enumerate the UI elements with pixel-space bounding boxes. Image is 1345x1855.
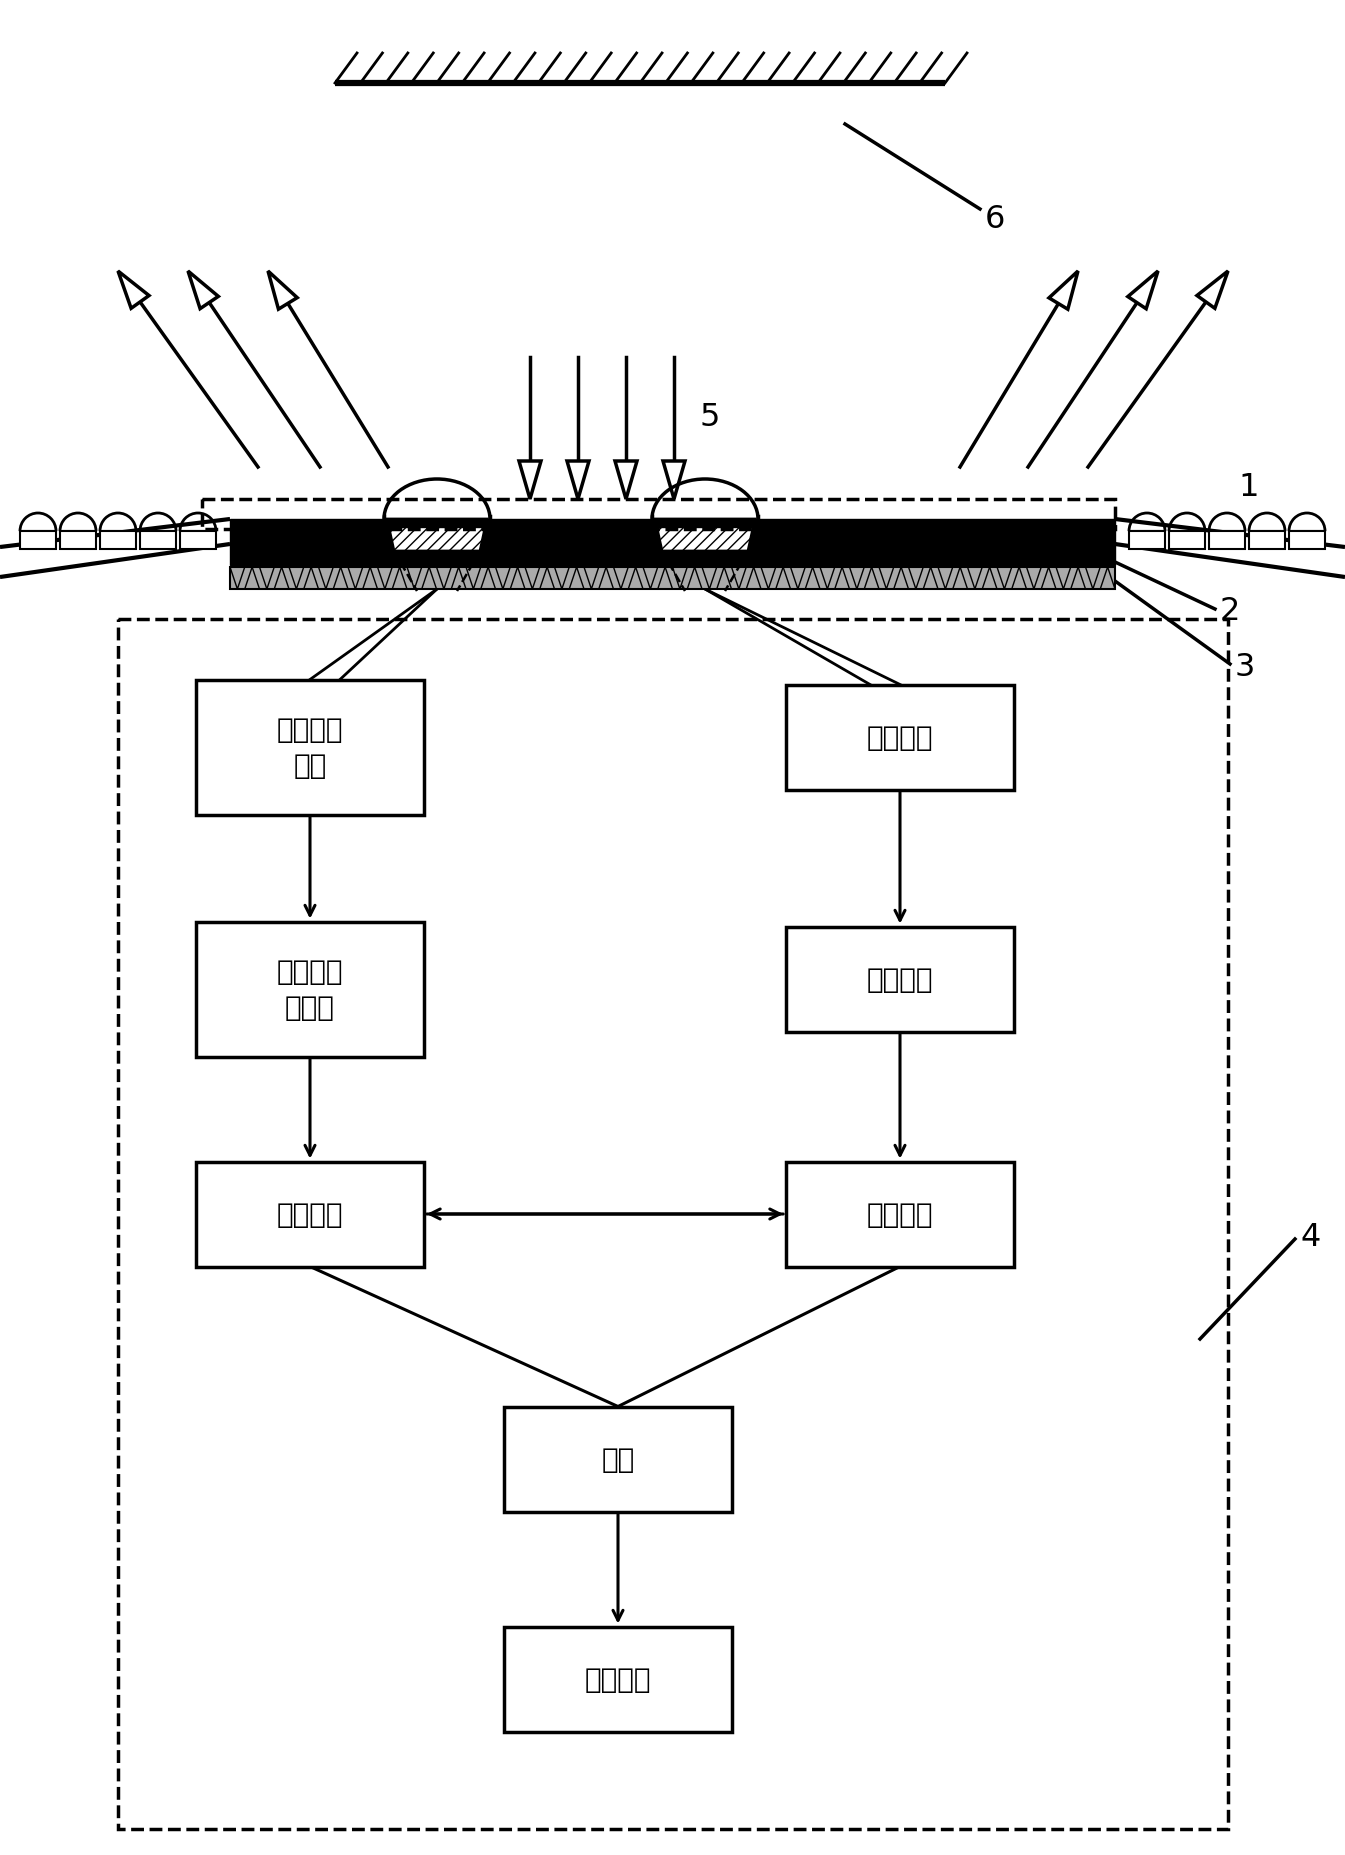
Polygon shape — [504, 1406, 732, 1512]
Polygon shape — [785, 1161, 1014, 1267]
Polygon shape — [655, 519, 755, 551]
Text: 实时显示: 实时显示 — [585, 1666, 651, 1694]
Text: 3: 3 — [1235, 653, 1255, 683]
Text: 图像匹配: 图像匹配 — [277, 1200, 343, 1228]
Polygon shape — [785, 928, 1014, 1031]
Polygon shape — [785, 684, 1014, 790]
Polygon shape — [1049, 273, 1077, 310]
Polygon shape — [1128, 273, 1158, 310]
Text: 图片分割: 图片分割 — [866, 965, 933, 994]
Polygon shape — [268, 273, 297, 310]
Polygon shape — [100, 532, 136, 549]
Polygon shape — [61, 532, 95, 549]
Text: 图像匹配: 图像匹配 — [866, 1200, 933, 1228]
Text: 5: 5 — [699, 403, 721, 434]
Polygon shape — [1128, 532, 1165, 549]
Polygon shape — [140, 532, 176, 549]
Text: 融合: 融合 — [601, 1445, 635, 1473]
Text: 2: 2 — [1220, 595, 1240, 627]
Polygon shape — [230, 568, 1115, 590]
Polygon shape — [196, 922, 424, 1057]
Polygon shape — [663, 462, 685, 499]
Polygon shape — [615, 462, 638, 499]
Polygon shape — [1197, 273, 1228, 310]
Polygon shape — [230, 519, 1115, 566]
Text: 1: 1 — [1237, 473, 1259, 503]
Text: 4: 4 — [1301, 1222, 1321, 1252]
Polygon shape — [504, 1627, 732, 1731]
Polygon shape — [1289, 532, 1325, 549]
Polygon shape — [519, 462, 541, 499]
Text: 彩色图片: 彩色图片 — [866, 723, 933, 751]
Polygon shape — [20, 532, 56, 549]
Text: 静脉提取
及增强: 静脉提取 及增强 — [277, 957, 343, 1022]
Polygon shape — [387, 519, 487, 551]
Polygon shape — [652, 519, 759, 527]
Polygon shape — [118, 273, 149, 310]
Polygon shape — [188, 273, 218, 310]
Polygon shape — [385, 519, 490, 527]
Polygon shape — [1250, 532, 1284, 549]
Polygon shape — [196, 681, 424, 814]
Polygon shape — [1209, 532, 1245, 549]
Text: 黑白静脉
图片: 黑白静脉 图片 — [277, 716, 343, 779]
Text: 6: 6 — [985, 204, 1005, 236]
Polygon shape — [180, 532, 217, 549]
Polygon shape — [568, 462, 589, 499]
Polygon shape — [1169, 532, 1205, 549]
Polygon shape — [196, 1161, 424, 1267]
